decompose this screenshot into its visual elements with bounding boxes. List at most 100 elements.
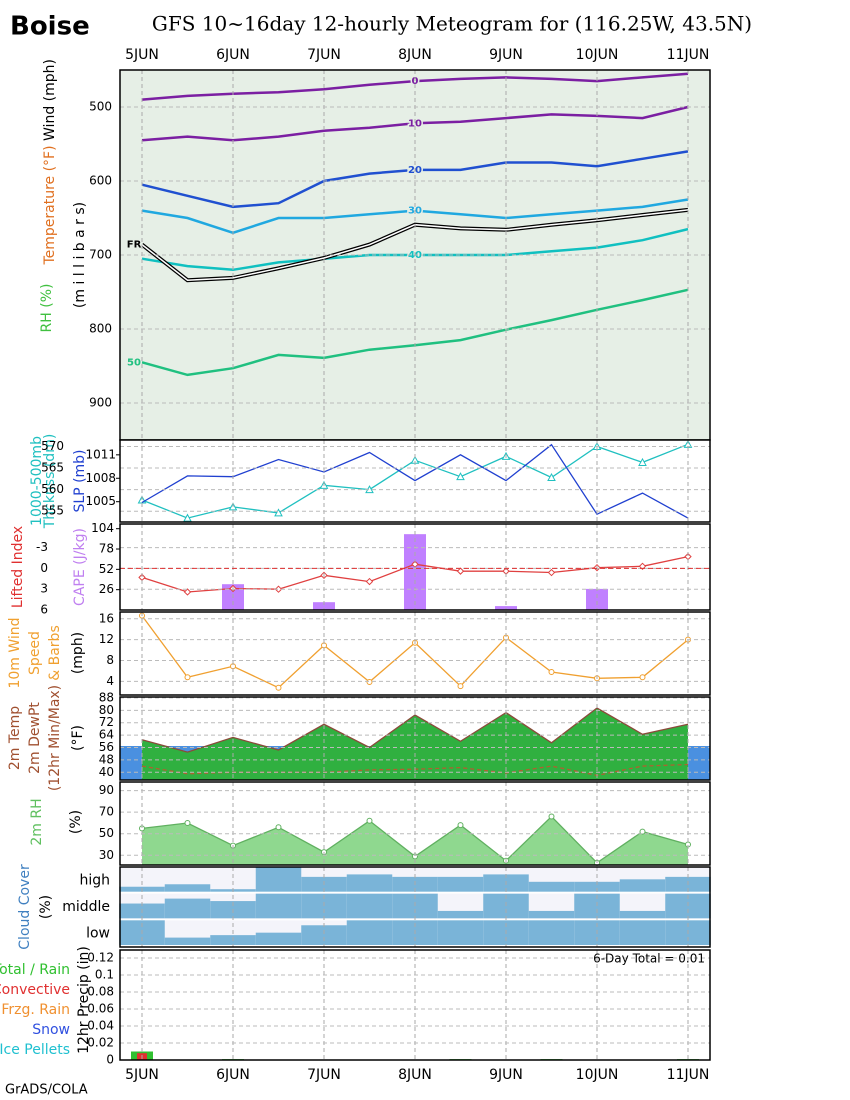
marker [457,683,464,690]
cloud-cover [255,867,302,892]
y2-tick-label: 1008 [85,471,116,485]
y-tick-label: 56 [99,740,114,754]
axis-label: RH (%) [39,284,55,333]
axis-label: (%) [68,810,84,834]
marker [548,813,555,820]
panel-border [119,866,711,948]
cloud-cover [574,881,620,892]
marker [183,588,192,596]
cloud-cover [619,879,666,892]
contour-label: FR [127,240,142,251]
y-tick-label: 500 [89,100,112,114]
axis-label: 10m Wind [7,617,23,688]
legend-entry: Frzg. Rain [1,1002,70,1018]
y-tick-label: 8 [106,653,114,667]
y-tick-label: 600 [89,174,112,188]
axis-label: (m i l l i b a r s) [72,202,88,308]
marker [547,568,556,577]
x-tick-label: 8JUN [398,47,432,63]
cloud-cover [619,920,666,945]
axis-label: 2m Temp [7,706,23,770]
level-label: low [86,926,110,942]
axis-label: (°F) [70,725,86,751]
cloud-cover [255,893,302,919]
axis-label: 12hr Precip (in) [76,946,92,1054]
y-tick-label: 40 [99,765,114,779]
x-tick-label: 7JUN [307,1067,341,1083]
panel-border [119,523,711,611]
y-tick-label: 0.1 [95,968,114,982]
cloud-cover [528,920,575,945]
panel-border [119,696,711,781]
legend-entry: Total / Rain [0,962,70,978]
cloud-cover [255,932,302,945]
axis-label: 2m DewPt [27,702,43,774]
x-tick-label: 10JUN [576,47,619,63]
axis-label: Wind (mph) [42,59,58,141]
cloud-cover [164,884,211,892]
y-tick-label: 565 [41,461,64,475]
marker [184,819,191,826]
y-tick-label: 900 [89,396,112,410]
cloud-cover [164,898,211,919]
x-tick-label: 11JUN [667,1067,710,1083]
contour-label: 10 [408,118,422,129]
panel-border [119,949,711,1061]
y-tick-label: 50 [99,826,114,840]
x-tick-label: 11JUN [667,47,710,63]
y-tick-label: 700 [89,248,112,262]
location: Boise [10,12,90,42]
marker [274,585,283,593]
y-tick-label: 64 [99,728,114,742]
x-tick-label: 6JUN [216,1067,250,1083]
legend-entry: Snow [32,1022,70,1038]
level-label: high [79,872,110,888]
y-tick-label: 70 [99,805,114,819]
x-tick-label: 9JUN [489,1067,523,1083]
legend-entry: Convective [0,982,70,998]
marker [366,678,373,685]
cloud-cover [301,925,347,945]
contour-label: 50 [127,357,141,368]
cloud-cover [346,874,393,892]
x-tick-label: 9JUN [489,47,523,63]
y2-tick-label: 26 [99,582,114,596]
y-tick-label: 800 [89,322,112,336]
y2-tick-label: 1005 [85,494,116,508]
marker [639,674,646,681]
y-tick-label: 0.04 [87,1019,114,1033]
y-tick-label: 16 [99,611,114,625]
axis-label: (12hr Min/Max) [47,685,63,791]
x-tick-label: 5JUN [125,47,159,63]
axis-label: Temperature (°F) [42,145,58,265]
marker [638,562,647,571]
marker [365,577,374,586]
axis-label: Thcknss (dm) [42,434,58,530]
marker [366,817,373,824]
y-tick-label: 0 [40,561,48,575]
marker [184,674,191,681]
annotation: 6-Day Total = 0.01 [593,952,705,966]
y-tick-label: 0 [106,1053,114,1067]
y2-tick-label: 78 [99,542,114,556]
y-tick-label: 30 [99,848,114,862]
y-tick-label: 3 [40,582,48,596]
cloud-cover [164,937,211,945]
marker [547,472,556,482]
marker [274,508,283,517]
panel-border [119,781,711,866]
cloud-cover [619,910,666,919]
y-tick-label: 6 [40,603,48,617]
title: GFS 10~16day 12-hourly Meteogram for (11… [152,12,752,36]
cloud-cover [437,876,484,892]
marker [456,472,465,481]
y-tick-label: 88 [99,690,114,704]
y-tick-label: 0.06 [87,1002,114,1016]
y-tick-label: 12 [99,632,114,646]
y-tick-label: 90 [99,783,114,797]
cloud-cover [528,910,575,919]
credit: GrADS/COLA [5,1083,88,1098]
axis-label: Lifted Index [10,526,26,608]
marker [183,513,192,522]
bar [313,602,335,610]
